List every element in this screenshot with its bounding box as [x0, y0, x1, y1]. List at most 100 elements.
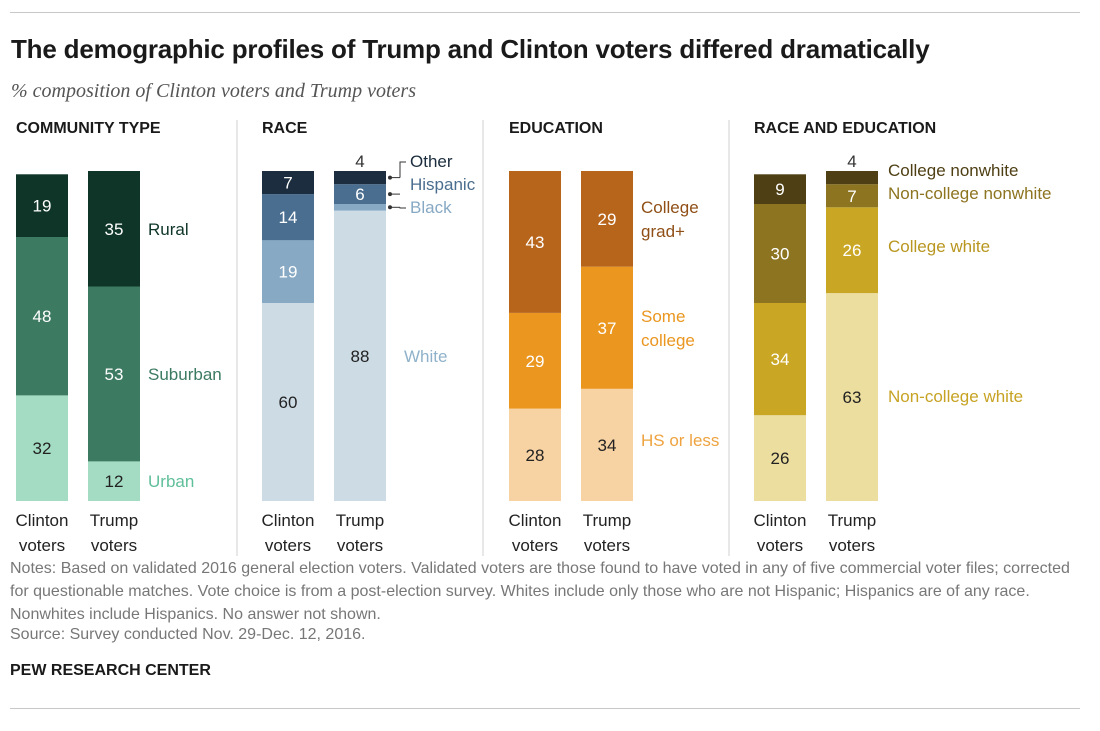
bar-community-type-clinton-voters-urban	[16, 395, 68, 501]
series-label-suburban: Suburban	[148, 365, 222, 384]
bracket-black	[399, 207, 406, 209]
chart-subtitle: % composition of Clinton voters and Trum…	[11, 80, 416, 102]
bar-race-trump-voters-white	[334, 210, 386, 501]
bar-race-trump-voters-black	[334, 204, 386, 211]
category-label-education-trump-voters-2: voters	[584, 536, 630, 555]
panel-title-race: RACE	[262, 120, 308, 137]
data-label-race-and-education-clinton-voters-college-nonwhite: 9	[775, 180, 784, 199]
data-label-community-type-clinton-voters-suburban: 48	[33, 307, 52, 326]
series-label-college-nonwhite: College nonwhite	[888, 161, 1018, 180]
data-label-education-clinton-voters-college-grad: 43	[526, 233, 545, 252]
bar-community-type-trump-voters-suburban	[88, 286, 140, 462]
chart-notes: Notes: Based on validated 2016 general e…	[10, 560, 1070, 623]
data-label-education-clinton-voters-some-college: 29	[526, 352, 545, 371]
data-label-education-trump-voters-hs-or-less: 34	[598, 436, 617, 455]
category-label-race-trump-voters-2: voters	[337, 536, 383, 555]
chart-source: Source: Survey conducted Nov. 29-Dec. 12…	[10, 626, 366, 643]
category-label-race-and-education-clinton-voters-1: Clinton	[754, 511, 807, 530]
data-label-community-type-trump-voters-urban: 12	[105, 472, 124, 491]
series-label-non-college-white: Non-college white	[888, 387, 1023, 406]
bar-race-clinton-voters-other	[262, 171, 314, 195]
bar-education-clinton-voters-some-college	[509, 312, 561, 409]
data-label-race-and-education-clinton-voters-college-white: 34	[771, 350, 790, 369]
data-label-education-clinton-voters-hs-or-less: 28	[526, 446, 545, 465]
category-label-race-and-education-trump-voters-1: Trump	[828, 511, 877, 530]
series-label-non-college-nonwhite: Non-college nonwhite	[888, 184, 1052, 203]
bar-education-trump-voters-some-college	[581, 266, 633, 389]
bar-education-trump-voters-hs-or-less	[581, 388, 633, 501]
panel-title-education: EDUCATION	[509, 120, 603, 137]
data-label-race-trump-voters-white: 88	[351, 347, 370, 366]
series-label-hispanic: Hispanic	[410, 175, 476, 194]
series-label-college-grad-1: College	[641, 198, 699, 217]
series-label-black: Black	[410, 198, 452, 217]
bar-race-clinton-voters-black	[262, 240, 314, 303]
data-label-community-type-clinton-voters-rural: 19	[33, 197, 52, 216]
bar-education-clinton-voters-hs-or-less	[509, 408, 561, 501]
series-label-hs-or-less: HS or less	[641, 431, 719, 450]
data-label-race-and-education-clinton-voters-non-college-white: 26	[771, 449, 790, 468]
data-label-community-type-trump-voters-suburban: 53	[105, 365, 124, 384]
bracket-other	[399, 161, 406, 178]
bar-race-and-education-trump-voters-college-white	[826, 207, 878, 294]
bar-race-trump-voters-other	[334, 171, 386, 185]
category-label-community-type-trump-voters-2: voters	[91, 536, 137, 555]
series-label-college-white: College white	[888, 237, 990, 256]
data-label-race-clinton-voters-black: 19	[279, 263, 298, 282]
bar-race-clinton-voters-hispanic	[262, 194, 314, 241]
bar-community-type-clinton-voters-suburban	[16, 237, 68, 396]
data-label-race-and-education-trump-voters-college-nonwhite: 4	[847, 152, 856, 171]
category-label-race-clinton-voters-2: voters	[265, 536, 311, 555]
category-label-education-clinton-voters-2: voters	[512, 536, 558, 555]
bar-race-and-education-clinton-voters-college-nonwhite	[754, 174, 806, 204]
panel-title-race-and-education: RACE AND EDUCATION	[754, 120, 936, 137]
data-label-race-trump-voters-other: 4	[355, 152, 364, 171]
top-rule	[10, 12, 1080, 13]
series-label-some-college-1: Some	[641, 307, 685, 326]
data-label-race-clinton-voters-other: 7	[283, 174, 292, 193]
category-label-community-type-trump-voters-1: Trump	[90, 511, 139, 530]
category-label-race-clinton-voters-1: Clinton	[262, 511, 315, 530]
data-label-race-and-education-trump-voters-non-college-nonwhite: 7	[847, 187, 856, 206]
category-label-race-and-education-clinton-voters-2: voters	[757, 536, 803, 555]
category-label-education-clinton-voters-1: Clinton	[509, 511, 562, 530]
category-label-community-type-clinton-voters-1: Clinton	[16, 511, 69, 530]
bar-race-and-education-trump-voters-non-college-white	[826, 293, 878, 501]
bar-race-and-education-clinton-voters-non-college-nonwhite	[754, 204, 806, 303]
data-label-race-and-education-clinton-voters-non-college-nonwhite: 30	[771, 245, 790, 264]
series-label-some-college-2: college	[641, 331, 695, 350]
bar-race-trump-voters-hispanic	[334, 184, 386, 204]
bar-race-and-education-clinton-voters-college-white	[754, 303, 806, 416]
series-label-urban: Urban	[148, 472, 194, 491]
stacked-bar-charts: COMMUNITY TYPE 32 48 19 Clinton voters 12 53 35 T…	[16, 120, 1052, 556]
data-label-race-and-education-trump-voters-college-white: 26	[843, 241, 862, 260]
bottom-rule	[10, 708, 1080, 709]
category-label-education-trump-voters-1: Trump	[583, 511, 632, 530]
series-label-rural: Rural	[148, 220, 189, 239]
data-label-race-clinton-voters-white: 60	[279, 393, 298, 412]
data-label-community-type-trump-voters-rural: 35	[105, 220, 124, 239]
bar-community-type-trump-voters-rural	[88, 171, 140, 287]
pew-credit: PEW RESEARCH CENTER	[10, 662, 211, 679]
data-label-race-clinton-voters-hispanic: 14	[279, 208, 298, 227]
category-label-race-and-education-trump-voters-2: voters	[829, 536, 875, 555]
bar-race-and-education-trump-voters-college-nonwhite	[826, 171, 878, 185]
bar-race-clinton-voters-white	[262, 303, 314, 501]
data-label-education-trump-voters-some-college: 37	[598, 319, 617, 338]
series-label-college-grad-2: grad+	[641, 222, 685, 241]
chart-title: The demographic profiles of Trump and Cl…	[11, 34, 930, 64]
bar-community-type-clinton-voters-rural	[16, 174, 68, 237]
bar-education-clinton-voters-college-grad	[509, 171, 561, 313]
data-label-education-trump-voters-college-grad: 29	[598, 210, 617, 229]
series-label-white: White	[404, 347, 447, 366]
panel-title-community-type: COMMUNITY TYPE	[16, 120, 161, 137]
series-label-other: Other	[410, 152, 453, 171]
bar-race-and-education-clinton-voters-non-college-white	[754, 415, 806, 501]
data-label-community-type-clinton-voters-urban: 32	[33, 439, 52, 458]
category-label-race-trump-voters-1: Trump	[336, 511, 385, 530]
bar-community-type-trump-voters-urban	[88, 461, 140, 501]
bar-education-trump-voters-college-grad	[581, 171, 633, 267]
category-label-community-type-clinton-voters-2: voters	[19, 536, 65, 555]
bar-race-and-education-trump-voters-non-college-nonwhite	[826, 184, 878, 208]
data-label-race-trump-voters-hispanic: 6	[355, 185, 364, 204]
